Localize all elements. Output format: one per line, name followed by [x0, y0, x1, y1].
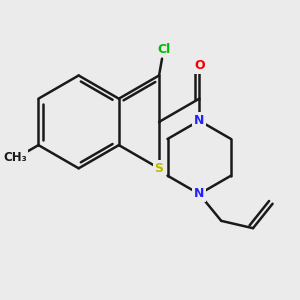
Text: Cl: Cl — [157, 43, 170, 56]
Text: O: O — [194, 59, 205, 72]
Text: CH₃: CH₃ — [3, 151, 27, 164]
Text: N: N — [194, 114, 205, 127]
Text: S: S — [154, 162, 164, 175]
Text: N: N — [194, 188, 205, 200]
